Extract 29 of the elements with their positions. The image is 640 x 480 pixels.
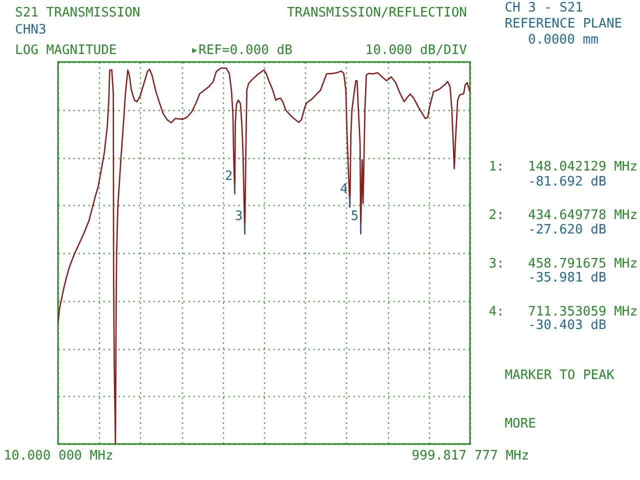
text: 458.791675 MHz (528, 256, 638, 272)
text: -27.620 dB (528, 222, 606, 238)
text: ▸REF=0.000 dB (190, 43, 293, 58)
text: REFERENCE PLANE (504, 16, 622, 32)
annotation: 2 (224, 168, 233, 184)
text: 3: (488, 256, 504, 272)
annotation: 5 (350, 208, 359, 224)
annotation: 4 (340, 182, 348, 198)
text: 10.000 dB/DIV (365, 43, 468, 58)
text: -81.692 dB (528, 174, 606, 190)
text: 1: (488, 160, 504, 175)
text: 4: (488, 304, 504, 320)
text: TRANSMISSION/REFLECTION (286, 5, 467, 20)
text: 2: (488, 208, 504, 223)
chart-subtitle: CHN3 (15, 22, 46, 38)
text: -35.981 dB (528, 270, 606, 286)
text: 711.353059 MHz (528, 304, 638, 320)
x-tick-label: 999.817 777 MHz (412, 448, 530, 464)
text: LOG MAGNITUDE (15, 43, 117, 58)
text: 0.0000 mm (528, 32, 599, 48)
text: MORE (504, 416, 536, 432)
chart-title: S21 TRANSMISSION (15, 6, 140, 20)
text: -30.403 dB (528, 318, 606, 333)
annotation: 3 (234, 208, 243, 224)
text: 434.649778 MHz (528, 208, 638, 223)
text: 148.042129 MHz (528, 160, 638, 175)
text: CH 3 - S21 (504, 0, 583, 16)
x-tick-label: 10.000 000 MHz (4, 448, 114, 464)
text: MARKER TO PEAK (504, 368, 614, 383)
